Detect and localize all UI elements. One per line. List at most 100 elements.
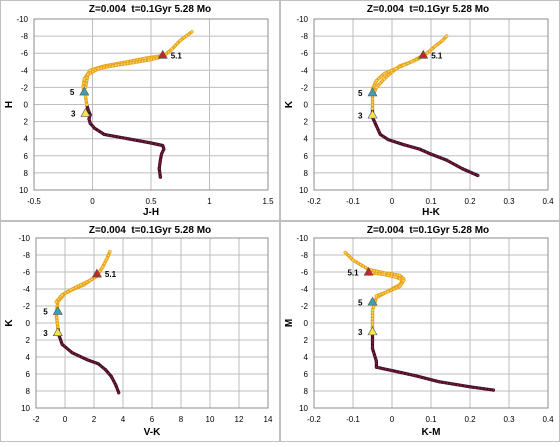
x-tick-label: 0.2 bbox=[464, 415, 476, 424]
data-point bbox=[117, 391, 121, 395]
series-line-lower-markers bbox=[371, 331, 494, 391]
data-point bbox=[86, 107, 90, 111]
y-tick-label: -8 bbox=[301, 251, 309, 260]
data-point bbox=[147, 58, 151, 62]
data-point bbox=[491, 388, 495, 392]
data-point bbox=[79, 283, 83, 287]
y-tick-label: 6 bbox=[24, 152, 29, 161]
y-tick-label: 2 bbox=[26, 336, 31, 345]
data-point bbox=[158, 175, 162, 179]
y-tick-label: -4 bbox=[21, 66, 29, 75]
marker-label: 5.1 bbox=[105, 270, 117, 279]
marker-label: 5 bbox=[358, 298, 363, 307]
data-point bbox=[382, 77, 386, 81]
marker-label: 5.1 bbox=[431, 51, 443, 60]
x-tick-label: 0.4 bbox=[542, 197, 554, 206]
y-tick-label: 10 bbox=[19, 186, 28, 195]
x-tick-label: 14 bbox=[264, 415, 273, 424]
y-tick-label: -2 bbox=[23, 302, 31, 311]
y-axis-label: K bbox=[4, 319, 15, 327]
data-point bbox=[70, 351, 74, 355]
y-tick-label: 6 bbox=[26, 370, 31, 379]
marker-triangle bbox=[52, 327, 63, 337]
panel-frame bbox=[280, 221, 560, 442]
x-tick-label: 4 bbox=[121, 415, 126, 424]
x-tick-label: 0 bbox=[90, 197, 95, 206]
x-tick-label: 0.1 bbox=[425, 197, 437, 206]
data-point bbox=[402, 143, 406, 147]
data-point bbox=[429, 152, 433, 156]
marker-label: 3 bbox=[43, 329, 48, 338]
series-line-upper-markers bbox=[344, 251, 405, 332]
data-point bbox=[476, 173, 480, 178]
data-point bbox=[382, 272, 386, 277]
y-tick-label: 0 bbox=[304, 319, 309, 328]
plot-area bbox=[313, 18, 549, 191]
marker-triangle bbox=[80, 107, 91, 117]
x-tick-label: 10 bbox=[206, 415, 215, 424]
y-tick-label: -10 bbox=[16, 15, 28, 24]
data-point bbox=[351, 258, 355, 262]
x-tick-label: -0.1 bbox=[346, 197, 360, 206]
series-line-lower-markers bbox=[57, 327, 120, 393]
y-tick-label: 4 bbox=[304, 353, 309, 362]
x-tick-label: 0 bbox=[63, 415, 68, 424]
chart-svg: -0.2 -0.1 0 0.1 0.2 0.3 0.4 -10 -8 -6 -4 -2 0 2 4 6 8 10 Z… bbox=[280, 221, 560, 442]
data-point bbox=[370, 346, 375, 351]
x-tick-label: 0.5 bbox=[145, 197, 157, 206]
data-point bbox=[93, 126, 97, 131]
y-tick-label: 2 bbox=[24, 118, 29, 127]
marker-label: 5.1 bbox=[171, 51, 183, 60]
marker-triangle bbox=[91, 268, 102, 278]
y-tick-label: 6 bbox=[304, 152, 309, 161]
data-point bbox=[374, 365, 378, 369]
data-point bbox=[103, 368, 108, 372]
y-tick-label: -6 bbox=[21, 49, 29, 58]
data-point bbox=[445, 158, 449, 162]
data-point bbox=[87, 117, 91, 121]
data-point bbox=[96, 66, 100, 71]
data-point bbox=[374, 124, 378, 128]
data-point bbox=[378, 132, 382, 137]
y-tick-label: -6 bbox=[301, 268, 309, 277]
data-point bbox=[131, 61, 136, 65]
series-line-lower-markers bbox=[371, 108, 479, 177]
y-tick-label: 4 bbox=[304, 135, 309, 144]
chart-panel-4: -0.2 -0.1 0 0.1 0.2 0.3 0.4 -10 -8 -6 -4 -2 0 2 4 6 8 10 Z… bbox=[280, 221, 560, 442]
data-point bbox=[386, 289, 390, 294]
data-point bbox=[433, 44, 437, 48]
x-tick-label: 0.3 bbox=[503, 197, 515, 206]
marker-triangle bbox=[79, 86, 90, 96]
y-tick-label: -2 bbox=[301, 83, 309, 92]
x-axis-label: H-K bbox=[422, 207, 441, 218]
data-point bbox=[394, 275, 398, 279]
y-tick-label: -6 bbox=[301, 49, 309, 58]
data-point bbox=[149, 141, 153, 145]
data-point bbox=[441, 38, 445, 42]
data-point bbox=[445, 34, 449, 38]
data-point bbox=[398, 273, 402, 278]
marker-triangle bbox=[363, 266, 374, 276]
y-tick-label: 10 bbox=[299, 404, 308, 413]
data-point bbox=[390, 369, 394, 373]
x-axis-label: J-H bbox=[143, 207, 159, 218]
data-point bbox=[394, 66, 398, 71]
data-point bbox=[105, 256, 109, 261]
data-point bbox=[114, 383, 118, 387]
y-tick-label: -8 bbox=[21, 32, 29, 41]
y-tick-label: 8 bbox=[24, 169, 29, 178]
data-point bbox=[96, 362, 100, 366]
data-point bbox=[88, 121, 92, 125]
chart-title: Z=0.004 t=0.1Gyr 5.28 Mo bbox=[89, 225, 211, 236]
data-point bbox=[417, 147, 421, 151]
y-tick-label: 6 bbox=[304, 370, 309, 379]
y-tick-label: 10 bbox=[299, 186, 308, 195]
marker-triangle bbox=[367, 87, 378, 97]
marker-label: 5 bbox=[70, 88, 75, 97]
data-point bbox=[88, 278, 92, 283]
data-point bbox=[343, 250, 347, 255]
y-tick-label: 4 bbox=[26, 353, 31, 362]
data-point bbox=[162, 147, 166, 151]
y-tick-label: 8 bbox=[26, 387, 31, 396]
